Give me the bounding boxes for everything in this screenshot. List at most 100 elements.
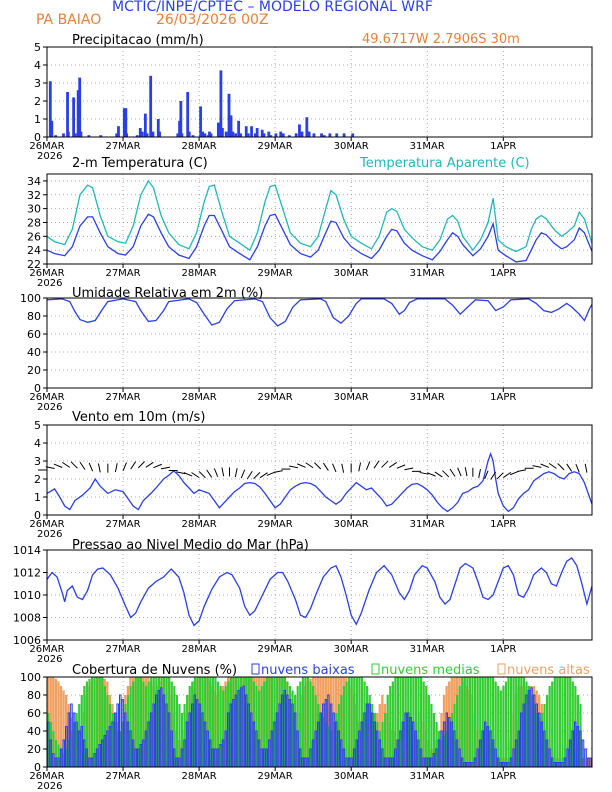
- cloud-mid-bar: [363, 681, 366, 767]
- plot-frame: [46, 676, 593, 768]
- precip-bar: [54, 135, 58, 137]
- clouds-title: Cobertura de Nuvens (%): [72, 663, 237, 678]
- y-tick-label: 34: [27, 175, 41, 188]
- y-tick-label: 24: [27, 244, 41, 257]
- y-tick-label: 32: [27, 189, 41, 202]
- precip-bar: [122, 108, 126, 137]
- cloud-mid-bar: [291, 690, 294, 767]
- wind-vector: [548, 462, 557, 469]
- x-tick-label: 27MAR: [105, 141, 140, 152]
- wind-vector: [234, 468, 238, 478]
- cloud-mid-bar: [108, 704, 112, 767]
- precip-bar: [305, 117, 309, 137]
- cloud-mid-bar: [121, 722, 124, 767]
- cloud-mid-bar: [103, 686, 106, 767]
- cloud-mid-bar: [240, 677, 243, 767]
- cloud-mid-bar: [399, 677, 402, 767]
- cloud-mid-bar: [219, 686, 222, 767]
- cloud-mid-bar: [558, 677, 562, 767]
- y-tick-label: 0: [34, 382, 41, 395]
- precip-bar: [50, 120, 54, 137]
- cloud-mid-bar: [232, 677, 235, 767]
- x-tick-label: 1APR: [490, 771, 516, 782]
- cloud-high-bar: [329, 677, 333, 767]
- cloud-mid-bar: [509, 677, 513, 767]
- wind-vector: [478, 468, 481, 478]
- precip-bar: [335, 133, 339, 137]
- precip-bar: [307, 131, 311, 137]
- cloud-high-bar: [327, 677, 330, 767]
- x-tick-label: 31MAR: [410, 141, 445, 152]
- cloud-mid-bar: [304, 677, 307, 767]
- temp-title-secondary: Temperatura Aparente (C): [359, 156, 530, 171]
- cloud-mid-bar: [350, 677, 353, 767]
- cloud-mid-bar: [404, 677, 407, 767]
- legend-swatch: [371, 663, 380, 675]
- wind-title: Vento em 10m (m/s): [72, 410, 205, 425]
- x-tick-label: 29MAR: [258, 268, 293, 279]
- x-tick-label: 27MAR: [105, 392, 140, 403]
- cloud-mid-bar: [330, 731, 333, 767]
- cloud-mid-bar: [486, 677, 490, 767]
- cloud-mid-bar: [394, 677, 397, 767]
- cloud-mid-bar: [114, 722, 117, 767]
- wind-vector: [314, 462, 322, 470]
- cloud-mid-bar: [366, 686, 369, 767]
- precip-bar: [125, 133, 128, 137]
- cloud-mid-bar: [525, 681, 528, 767]
- cloud-mid-bar: [180, 713, 184, 767]
- cloud-mid-bar: [234, 677, 238, 767]
- cloud-mid-bar: [294, 695, 297, 767]
- wind-vector: [322, 462, 329, 471]
- cloud-mid-bar: [70, 731, 73, 767]
- x-year-label: 2026: [37, 151, 62, 162]
- precip-bar: [312, 133, 316, 137]
- cloud-mid-bar: [126, 695, 130, 767]
- cloud-mid-bar: [67, 740, 71, 767]
- precip-bar: [351, 133, 355, 137]
- temp-line: [46, 179, 593, 253]
- cloud-mid-bar: [407, 677, 410, 767]
- cloud-mid-bar: [78, 704, 81, 767]
- x-tick-label: 28MAR: [182, 771, 217, 782]
- cloud-mid-bar: [502, 686, 505, 767]
- cloud-high-bar: [67, 704, 70, 767]
- wind-vector: [213, 468, 219, 477]
- precip-bar: [244, 126, 248, 137]
- precip-bar: [250, 126, 253, 137]
- wind-vector: [434, 471, 443, 478]
- x-tick-label: 31MAR: [410, 268, 445, 279]
- wind-vector: [221, 467, 225, 477]
- x-tick-label: 30MAR: [334, 268, 369, 279]
- wind-vector: [381, 460, 389, 468]
- cloud-mid-bar: [425, 686, 428, 767]
- cloud-mid-bar: [147, 681, 150, 767]
- cloud-mid-bar: [60, 749, 63, 767]
- wind-vector: [137, 461, 145, 469]
- precip-bar: [234, 133, 237, 137]
- cloud-mid-bar: [101, 677, 104, 767]
- y-tick-label: 2: [34, 473, 41, 486]
- y-tick-label: 5: [34, 41, 41, 54]
- cloud-mid-bar: [186, 695, 189, 767]
- cloud-high-bar: [57, 681, 60, 767]
- cloud-mid-bar: [430, 704, 433, 767]
- cloud-mid-bar: [476, 677, 479, 767]
- cloud-mid-bar: [168, 677, 171, 767]
- wind-vector: [253, 472, 261, 480]
- cloud-mid-bar: [368, 695, 371, 767]
- x-tick-label: 28MAR: [182, 141, 217, 152]
- x-tick-label: 26MAR: [29, 392, 64, 403]
- cloud-high-bar: [581, 758, 585, 767]
- precip-bar: [260, 129, 264, 137]
- cloud-mid-bar: [252, 681, 256, 767]
- y-tick-label: 26: [27, 230, 41, 243]
- plot-frame: [46, 424, 593, 516]
- x-tick-label: 26MAR: [29, 519, 64, 530]
- x-tick-label: 27MAR: [105, 268, 140, 279]
- x-tick-label: 29MAR: [258, 141, 293, 152]
- y-tick-label: 40: [27, 346, 41, 359]
- precip-bar: [322, 135, 326, 137]
- precip-bar: [151, 131, 155, 137]
- x-tick-label: 26MAR: [29, 268, 64, 279]
